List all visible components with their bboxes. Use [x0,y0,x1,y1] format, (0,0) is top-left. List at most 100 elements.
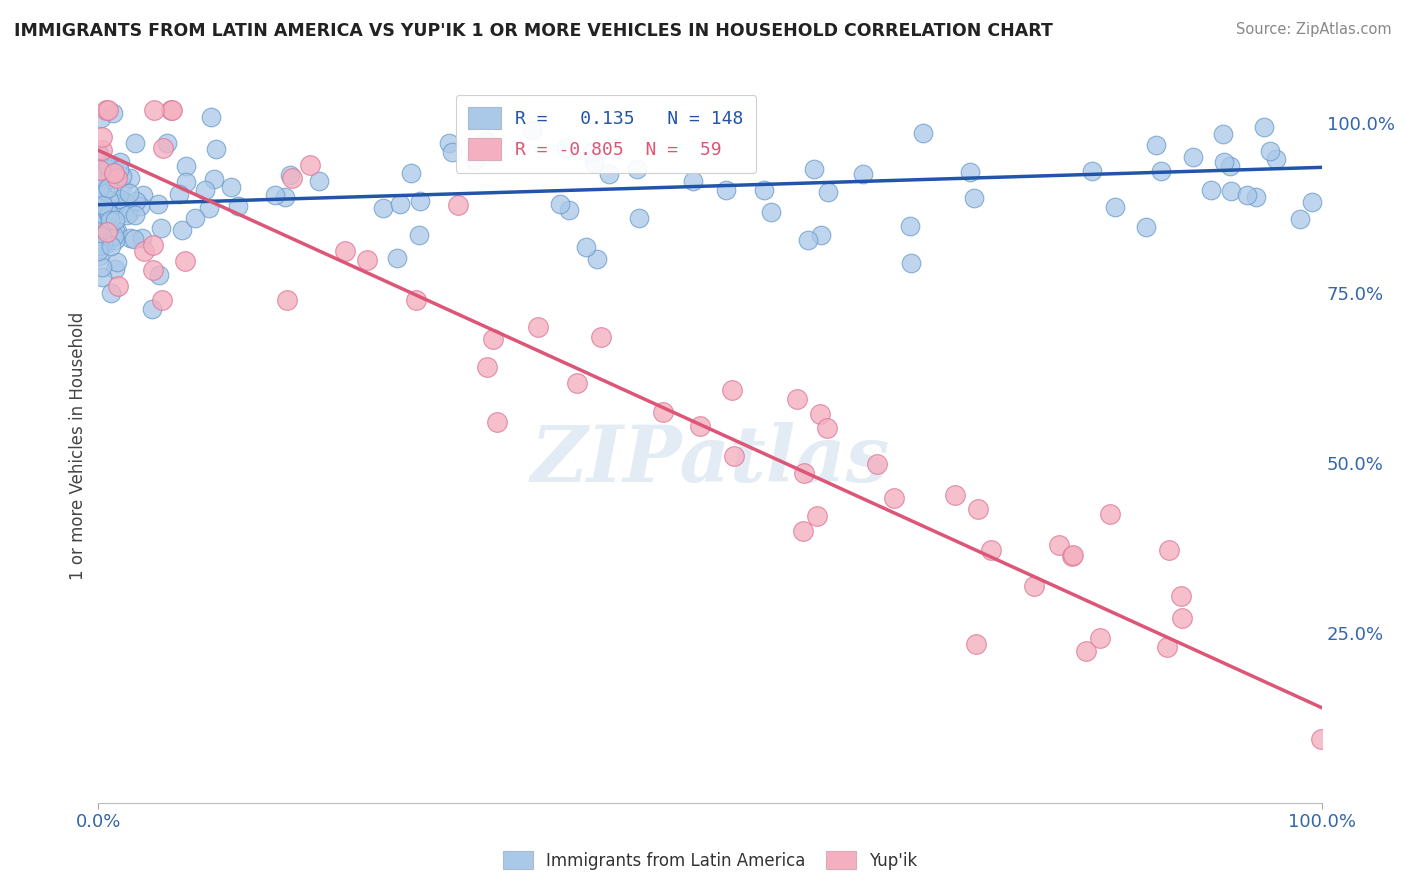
Point [565,376,588,390]
Point [107,279,129,293]
Point [98,212,121,227]
Point [90,144,112,158]
Point [98,171,121,186]
Point [131,187,153,202]
Point [87,244,110,259]
Point [280,171,302,186]
Point [464,153,486,167]
Point [723,450,745,464]
Point [89,190,111,204]
Point [104,233,127,247]
Point [148,268,170,283]
Point [527,319,550,334]
Point [401,166,423,180]
Point [94,158,117,172]
Point [108,163,131,178]
Point [1047,538,1070,552]
Point [124,208,146,222]
Point [97,103,120,117]
Point [1220,184,1243,198]
Point [156,136,179,150]
Text: ZIPatlas: ZIPatlas [530,422,890,499]
Point [651,405,673,419]
Point [1074,644,1097,658]
Point [575,240,598,254]
Point [273,190,295,204]
Point [90,177,112,191]
Point [796,234,818,248]
Point [91,228,114,243]
Point [1288,212,1310,227]
Point [105,224,128,238]
Point [752,183,775,197]
Point [148,197,170,211]
Point [308,174,330,188]
Point [299,158,322,172]
Point [150,220,173,235]
Point [475,134,498,148]
Point [1219,159,1241,173]
Point [152,141,174,155]
Point [1022,579,1045,593]
Point [792,524,814,539]
Point [89,182,111,196]
Point [89,163,111,178]
Point [810,227,832,242]
Point [115,196,138,211]
Point [202,172,225,186]
Point [1156,640,1178,655]
Point [118,206,141,220]
Point [97,181,120,195]
Point [104,213,127,227]
Point [129,199,152,213]
Point [87,188,110,202]
Point [170,222,193,236]
Point [150,293,173,308]
Point [1253,120,1275,134]
Point [911,126,934,140]
Point [1060,549,1083,563]
Point [91,185,114,199]
Point [900,256,922,270]
Point [447,198,470,212]
Point [97,162,120,177]
Point [1135,220,1157,235]
Point [100,171,122,186]
Point [100,239,122,253]
Point [205,142,228,156]
Point [278,168,301,182]
Point [786,392,808,406]
Point [105,255,128,269]
Point [793,466,815,480]
Point [852,167,875,181]
Point [1170,589,1192,603]
Point [98,220,121,235]
Point [817,421,839,435]
Point [598,167,620,181]
Point [110,192,132,206]
Point [111,169,134,183]
Point [110,200,132,214]
Point [91,235,114,250]
Point [333,244,356,258]
Point [1301,194,1323,209]
Point [1246,190,1268,204]
Point [117,186,139,200]
Point [100,285,122,300]
Point [91,129,114,144]
Point [98,169,121,183]
Point [141,302,163,317]
Point [91,198,114,212]
Point [806,509,828,524]
Point [93,201,115,215]
Point [114,194,136,209]
Point [120,231,142,245]
Point [103,262,125,277]
Point [87,198,110,212]
Point [96,210,118,224]
Point [91,188,114,202]
Point [174,159,197,173]
Point [94,103,117,117]
Point [475,360,498,375]
Point [405,293,427,308]
